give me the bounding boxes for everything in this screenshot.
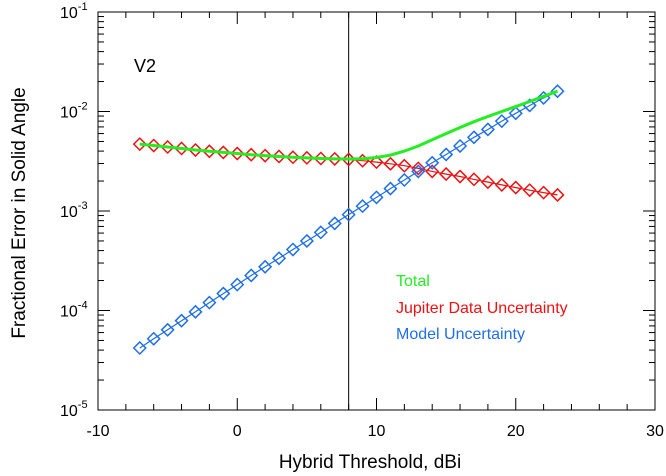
data-point-jupiter-data-uncertainty (285, 150, 301, 165)
x-tick-label: -10 (86, 423, 109, 440)
data-point-jupiter-data-uncertainty (313, 151, 328, 166)
data-point-jupiter-data-uncertainty (216, 145, 231, 160)
data-point-model-uncertainty (550, 84, 565, 99)
data-point-jupiter-data-uncertainty (452, 169, 468, 184)
x-tick-label: 10 (368, 423, 386, 440)
data-point-model-uncertainty (285, 242, 301, 257)
data-point-model-uncertainty (299, 233, 314, 249)
data-point-model-uncertainty (494, 114, 509, 129)
data-point-jupiter-data-uncertainty (146, 138, 161, 153)
data-point-model-uncertainty (452, 138, 468, 154)
legend-total: Total (396, 273, 430, 290)
data-point-jupiter-data-uncertainty (271, 149, 287, 164)
data-point-jupiter-data-uncertainty (369, 155, 384, 170)
x-axis-title: Hybrid Threshold, dBi (279, 452, 461, 473)
data-point-model-uncertainty (425, 155, 440, 170)
data-point-jupiter-data-uncertainty (174, 141, 189, 156)
series-line-total (139, 89, 559, 161)
data-point-model-uncertainty (313, 225, 328, 240)
data-point-model-uncertainty (230, 277, 245, 292)
data-point-model-uncertainty (411, 164, 426, 179)
data-point-model-uncertainty (327, 216, 342, 231)
y-tick-label: 10-5 (60, 399, 88, 420)
data-point-model-uncertainty (508, 106, 523, 121)
data-point-jupiter-data-uncertainty (466, 172, 482, 187)
panel-label: V2 (134, 56, 156, 76)
data-point-model-uncertainty (369, 190, 384, 205)
data-point-jupiter-data-uncertainty (132, 137, 147, 152)
data-point-jupiter-data-uncertainty (202, 144, 217, 159)
y-tick-label: 10-3 (60, 200, 88, 221)
data-point-model-uncertainty (355, 199, 370, 214)
data-point-model-uncertainty (466, 130, 482, 145)
data-point-jupiter-data-uncertainty (341, 152, 356, 167)
data-point-jupiter-data-uncertainty (522, 183, 537, 198)
data-point-jupiter-data-uncertainty (383, 156, 398, 171)
data-point-model-uncertainty (397, 172, 412, 188)
data-point-jupiter-data-uncertainty (327, 151, 342, 166)
series-layer (132, 84, 565, 356)
data-point-model-uncertainty (174, 313, 189, 328)
series-jupiter-data-uncertainty (132, 137, 565, 203)
data-point-jupiter-data-uncertainty (230, 146, 245, 161)
series-total (139, 89, 559, 161)
plot-frame (97, 11, 656, 411)
legend-model-uncertainty: Model Uncertainty (396, 326, 525, 343)
data-point-jupiter-data-uncertainty (411, 161, 426, 176)
data-point-jupiter-data-uncertainty (258, 148, 273, 163)
data-point-jupiter-data-uncertainty (494, 177, 509, 192)
data-point-model-uncertainty (258, 259, 273, 274)
text-layer: V2 Hybrid Threshold, dBi Fractional Erro… (9, 56, 568, 473)
data-point-model-uncertainty (188, 304, 203, 319)
data-point-jupiter-data-uncertainty (439, 167, 454, 182)
x-tick-label: 20 (507, 423, 525, 440)
data-point-model-uncertainty (202, 295, 217, 310)
x-tick-label: 30 (646, 423, 664, 440)
data-point-jupiter-data-uncertainty (160, 139, 175, 155)
x-tick-label: 0 (233, 423, 242, 440)
data-point-model-uncertainty (146, 331, 161, 346)
plot-area: -10 0 10 20 30 10-5 10-4 10-3 10-2 10-1 (60, 1, 664, 440)
legend-jupiter-data-uncertainty: Jupiter Data Uncertainty (396, 300, 568, 317)
data-point-jupiter-data-uncertainty (188, 142, 203, 158)
data-point-model-uncertainty (244, 268, 259, 283)
data-point-model-uncertainty (160, 322, 175, 337)
data-point-jupiter-data-uncertainty (480, 175, 495, 190)
data-point-jupiter-data-uncertainty (425, 164, 440, 179)
data-point-jupiter-data-uncertainty (550, 187, 565, 203)
data-point-model-uncertainty (439, 147, 454, 162)
y-axis-title: Fractional Error in Solid Angle (9, 87, 30, 338)
data-point-model-uncertainty (383, 181, 398, 196)
y-tick-label: 10-1 (60, 1, 88, 22)
data-point-model-uncertainty (216, 286, 231, 301)
data-point-jupiter-data-uncertainty (508, 180, 523, 195)
y-tick-label: 10-2 (60, 101, 88, 122)
data-point-jupiter-data-uncertainty (397, 158, 412, 173)
series-connector-model-uncertainty (139, 90, 558, 349)
data-point-jupiter-data-uncertainty (299, 150, 314, 165)
data-point-model-uncertainty (271, 251, 287, 266)
data-point-jupiter-data-uncertainty (244, 147, 259, 162)
data-point-model-uncertainty (132, 340, 147, 356)
data-point-model-uncertainty (341, 207, 356, 222)
data-point-jupiter-data-uncertainty (536, 185, 551, 200)
y-tick-label: 10-4 (60, 300, 88, 321)
data-point-model-uncertainty (480, 122, 495, 137)
